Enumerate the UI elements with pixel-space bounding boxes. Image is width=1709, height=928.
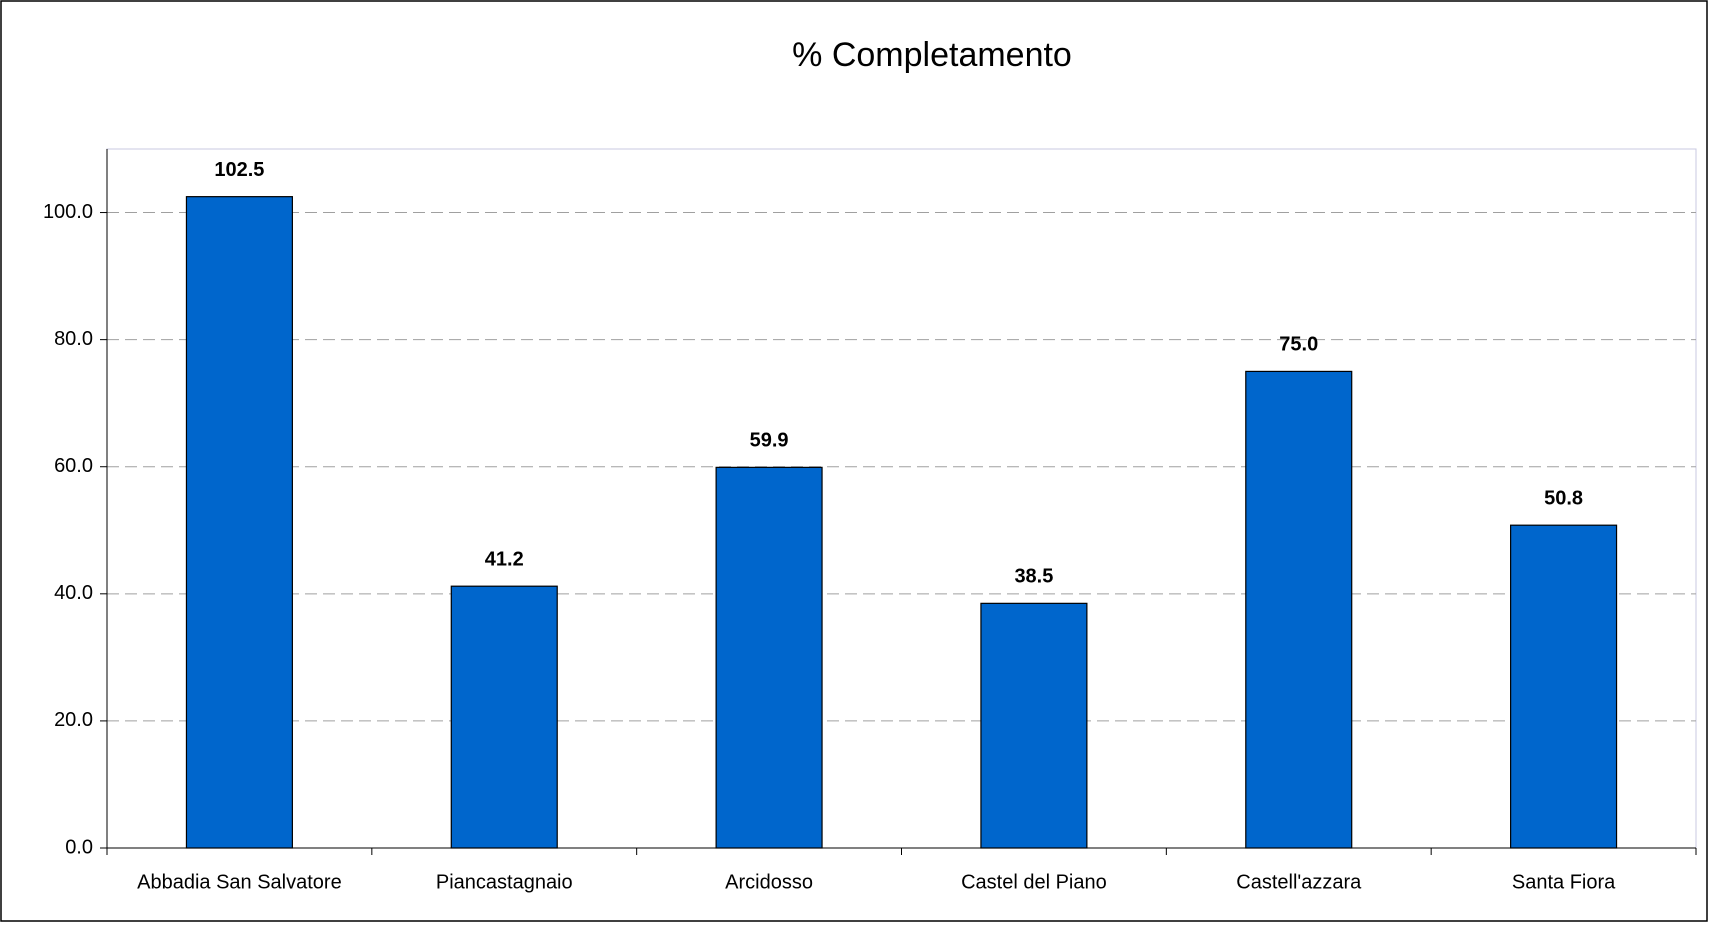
x-tick-label: Castel del Piano bbox=[961, 871, 1107, 893]
y-tick-label: 100.0 bbox=[43, 201, 93, 223]
y-tick-label: 80.0 bbox=[54, 328, 93, 350]
bar bbox=[1245, 370, 1353, 849]
bar bbox=[980, 602, 1088, 849]
bar bbox=[715, 466, 823, 849]
x-tick-label: Abbadia San Salvatore bbox=[137, 871, 342, 893]
x-tick-label: Arcidosso bbox=[725, 871, 813, 893]
bar bbox=[450, 585, 558, 849]
value-label: 75.0 bbox=[1279, 334, 1318, 356]
y-tick-label: 60.0 bbox=[54, 455, 93, 477]
value-label: 50.8 bbox=[1544, 487, 1583, 509]
y-tick-label: 40.0 bbox=[54, 582, 93, 604]
bar bbox=[185, 196, 293, 849]
value-label: 38.5 bbox=[1014, 566, 1053, 588]
x-tick-label: Castell'azzara bbox=[1236, 871, 1362, 893]
value-label: 41.2 bbox=[485, 548, 524, 570]
value-label: 59.9 bbox=[750, 430, 789, 452]
chart-title: % Completamento bbox=[792, 36, 1072, 74]
bar bbox=[1510, 524, 1618, 849]
value-label: 102.5 bbox=[214, 159, 264, 181]
x-tick-label: Santa Fiora bbox=[1512, 871, 1616, 893]
y-tick-label: 20.0 bbox=[54, 709, 93, 731]
y-tick-label: 0.0 bbox=[65, 836, 93, 858]
x-tick-label: Piancastagnaio bbox=[436, 871, 573, 893]
